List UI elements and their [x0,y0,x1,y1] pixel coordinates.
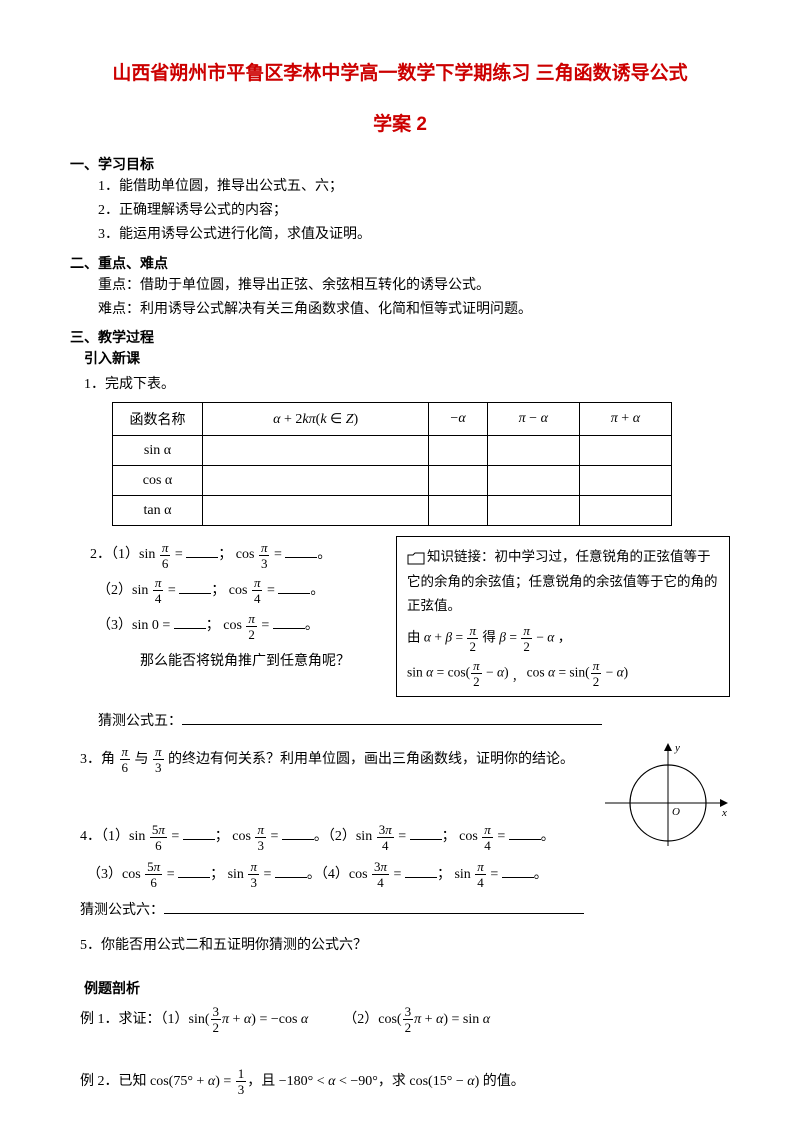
goal-1: 1．能借助单位圆，推导出公式五、六； [98,176,730,198]
svg-text:y: y [674,742,680,754]
extend-text: 那么能否将锐角推广到任意角呢？ [140,645,380,679]
example-head: 例题剖析 [84,979,730,1001]
goal-2: 2．正确理解诱导公式的内容； [98,200,730,222]
intro-label: 引入新课 [84,349,730,371]
section-2-head: 二、重点、难点 [70,253,730,273]
folder-icon [407,552,425,565]
function-table: 函数名称 α + 2kπ(k ∈ Z) −α π − α π + α sin α… [112,402,672,526]
page-subtitle: 学案 2 [70,109,730,136]
knowledge-box: 知识链接：初中学习过，任意锐角的正弦值等于它的余角的余弦值；任意锐角的余弦值等于… [396,536,730,697]
q4: 4．（1）sin 5π6 = ； cos π3 = 。（2）sin 3π4 = … [80,820,590,854]
q4b: （3）cos 5π6 = ； sin π3 = 。（4）cos 3π4 = ； … [80,858,730,892]
page-title: 山西省朔州市平鲁区李林中学高一数学下学期练习 三角函数诱导公式 [70,60,730,89]
q1-head: 1．完成下表。 [84,374,730,396]
svg-text:x: x [721,807,727,819]
th-col4: π + α [579,403,671,436]
th-col3: π − α [487,403,579,436]
example-1: 例 1．求证：（1）sin(32π + α) = −cos α （2）cos(3… [80,1003,730,1037]
th-col1: α + 2kπ(k ∈ Z) [203,403,429,436]
q5: 5．你能否用公式二和五证明你猜测的公式六？ [80,929,730,963]
section-1-head: 一、学习目标 [70,154,730,174]
goal-3: 3．能运用诱导公式进行化简，求值及证明。 [98,224,730,246]
row-sin: sin α [113,436,203,466]
row-cos: cos α [113,466,203,496]
row-tan: tan α [113,496,203,526]
focus-2: 难点：利用诱导公式解决有关三角函数求值、化简和恒等式证明问题。 [98,299,730,321]
guess-6: 猜测公式六： [80,894,730,928]
th-name: 函数名称 [113,403,203,436]
th-col2: −α [429,403,487,436]
guess-5: 猜测公式五： [98,705,730,739]
q3: 3．角 π6 与 π3 的终边有何关系？利用单位圆，画出三角函数线，证明你的结论… [80,743,590,777]
svg-text:O: O [672,806,680,818]
unit-circle-diagram: x y O [600,741,730,851]
focus-1: 重点：借助于单位圆，推导出正弦、余弦相互转化的诱导公式。 [98,275,730,297]
q2-block: 2．（1）sin π6 = ； cos π3 = 。 （2）sin π4 = ；… [70,536,380,697]
example-2: 例 2．已知 cos(75° + α) = 13，且 −180° < α < −… [80,1065,730,1099]
section-3-head: 三、教学过程 [70,327,730,347]
